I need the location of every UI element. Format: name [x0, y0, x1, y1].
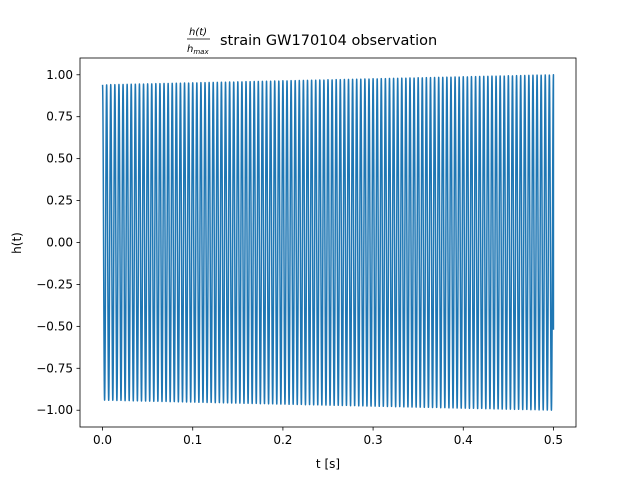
x-tick-label: 0.0: [93, 433, 112, 447]
y-tick-label: 1.00: [46, 68, 73, 82]
chart-title: h(t) hmax strain GW170104 observation: [187, 27, 437, 56]
x-tick-label: 0.5: [544, 433, 563, 447]
x-tick-label: 0.1: [183, 433, 202, 447]
x-tick-label: 0.2: [273, 433, 292, 447]
y-tick-label: −0.75: [36, 361, 73, 375]
y-axis: 1.00 0.75 0.50 0.25 0.00 −0.25 −0.50 −0.75 −1.00: [36, 68, 80, 417]
y-axis-label: h(t): [10, 232, 24, 254]
title-text: strain GW170104 observation: [220, 33, 437, 49]
y-tick-label: 0.25: [46, 194, 73, 208]
title-fraction-denominator: hmax: [187, 44, 209, 56]
y-tick-label: −0.50: [36, 319, 73, 333]
x-tick-label: 0.3: [364, 433, 383, 447]
y-tick-label: 0.00: [46, 236, 73, 250]
series-line-group: [101, 74, 555, 411]
y-tick-label: −0.25: [36, 277, 73, 291]
y-tick-label: −1.00: [36, 403, 73, 417]
y-tick-label: 0.75: [46, 110, 73, 124]
strain-series-line: [101, 74, 555, 411]
x-tick-label: 0.4: [454, 433, 473, 447]
x-axis: 0.0 0.1 0.2 0.3 0.4 0.5: [93, 427, 563, 447]
y-tick-label: 0.50: [46, 152, 73, 166]
x-axis-label: t [s]: [316, 457, 340, 471]
title-fraction-numerator: h(t): [189, 27, 207, 38]
